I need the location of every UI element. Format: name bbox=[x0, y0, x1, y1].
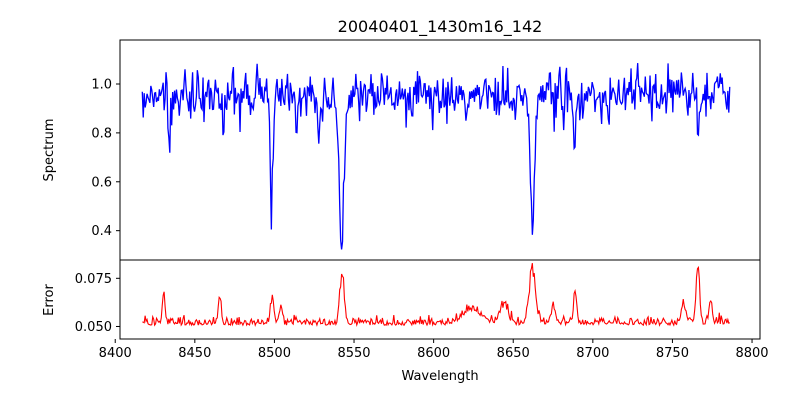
x-tick-label: 8450 bbox=[178, 346, 211, 361]
x-tick-label: 8650 bbox=[497, 346, 530, 361]
spectrum-series-line bbox=[141, 63, 731, 250]
x-tick-label: 8600 bbox=[417, 346, 450, 361]
x-axis-label: Wavelength bbox=[401, 369, 478, 384]
spectrum-y-tick-label: 0.6 bbox=[91, 175, 112, 190]
x-tick-label: 8750 bbox=[656, 346, 689, 361]
spectrum-y-axis-label: Spectrum bbox=[42, 119, 57, 182]
spectrum-y-tick-label: 1.0 bbox=[91, 78, 112, 93]
x-tick-label: 8500 bbox=[258, 346, 291, 361]
spectrum-y-ticks: 0.4 0.6 0.8 1.0 bbox=[91, 78, 120, 239]
chart-title: 20040401_1430m16_142 bbox=[338, 17, 543, 37]
x-tick-label: 8400 bbox=[99, 346, 132, 361]
x-tick-label: 8800 bbox=[735, 346, 768, 361]
x-tick-label: 8700 bbox=[576, 346, 609, 361]
error-x-ticks: 8400 8450 8500 8550 8600 8650 8700 8750 8800 bbox=[99, 339, 769, 361]
error-y-axis-label: Error bbox=[42, 284, 57, 316]
x-tick-label: 8550 bbox=[337, 346, 370, 361]
error-series-line bbox=[142, 263, 730, 327]
error-y-tick-label: 0.075 bbox=[75, 272, 112, 287]
error-y-tick-label: 0.050 bbox=[75, 320, 112, 335]
spectrum-panel: 0.4 0.6 0.8 1.0 Spectrum bbox=[42, 39, 761, 261]
error-axes-frame bbox=[119, 259, 761, 340]
error-y-ticks: 0.050 0.075 bbox=[75, 272, 120, 335]
spectrum-y-tick-label: 0.8 bbox=[91, 126, 112, 141]
spectrum-y-tick-label: 0.4 bbox=[91, 224, 112, 239]
